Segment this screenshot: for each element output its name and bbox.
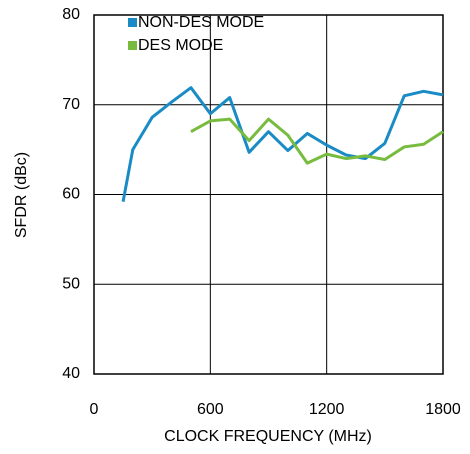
legend-swatch — [128, 41, 137, 50]
y-tick-label: 40 — [62, 365, 80, 382]
x-tick-label: 1200 — [309, 401, 345, 418]
y-tick-label: 60 — [62, 186, 80, 203]
legend-label: NON-DES MODE — [138, 14, 264, 31]
y-axis-label: SFDR (dBc) — [13, 152, 30, 238]
legend-label: DES MODE — [138, 37, 223, 54]
y-tick-label: 70 — [62, 96, 80, 113]
x-axis-label: CLOCK FREQUENCY (MHz) — [164, 428, 372, 445]
x-tick-label: 1800 — [425, 401, 461, 418]
legend-swatch — [128, 18, 137, 27]
x-tick-label: 600 — [197, 401, 224, 418]
plot-frame — [93, 14, 444, 375]
x-tick-label: 0 — [90, 401, 99, 418]
series-line — [190, 117, 444, 165]
y-tick-label: 50 — [62, 275, 80, 292]
series-line — [121, 86, 444, 202]
y-tick-label: 80 — [62, 6, 80, 23]
